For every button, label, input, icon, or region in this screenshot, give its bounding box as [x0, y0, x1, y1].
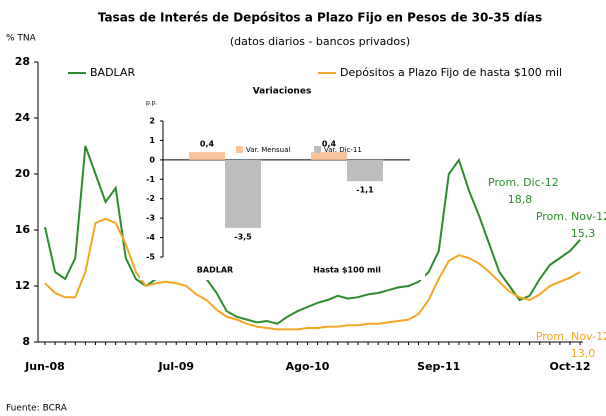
- y-tick-label: 28: [15, 55, 30, 68]
- x-tick-label: Ago-10: [286, 360, 330, 373]
- annotation: Prom. Dic-12: [488, 176, 559, 189]
- inset-bar: [347, 159, 383, 182]
- annotation: 13,0: [571, 347, 596, 360]
- inset-bar: [189, 152, 225, 160]
- y-tick-label: 20: [15, 167, 31, 180]
- inset-y-label: p.p.: [146, 100, 158, 107]
- inset-y-tick-label: -2: [146, 194, 155, 203]
- inset-value-label: -1,1: [356, 186, 374, 195]
- x-tick-label: Oct-12: [549, 360, 590, 373]
- inset-y-tick-label: -5: [146, 253, 155, 262]
- y-tick-label: 12: [15, 279, 30, 292]
- inset-bar: [311, 152, 347, 160]
- chart-title: Tasas de Interés de Depósitos a Plazo Fi…: [98, 11, 542, 25]
- y-axis-label: % TNA: [6, 34, 37, 44]
- annotation: Prom. Nov-12: [536, 210, 606, 223]
- series-line: [44, 217, 581, 331]
- series-line: [44, 145, 581, 325]
- inset-y-tick-label: 1: [149, 136, 155, 145]
- inset-category-label: Hasta $100 mil: [313, 266, 381, 275]
- inset-category-label: BADLAR: [197, 266, 233, 275]
- inset-y-tick-label: -4: [146, 233, 155, 242]
- inset-legend-swatch: [236, 146, 243, 153]
- annotation: Prom. Nov-12: [536, 330, 606, 343]
- chart-subtitle: (datos diarios - bancos privados): [230, 35, 410, 48]
- inset-legend-label: Var. Mensual: [246, 146, 290, 154]
- annotation: 15,3: [571, 227, 596, 240]
- x-tick-label: Jun-08: [24, 360, 65, 373]
- y-tick-label: 16: [15, 223, 31, 236]
- source: Fuente: BCRA: [6, 404, 68, 414]
- x-tick-label: Sep-11: [417, 360, 460, 373]
- inset-title: Variaciones: [253, 87, 312, 97]
- inset-y-tick-label: -1: [146, 175, 155, 184]
- y-tick-label: 24: [15, 111, 31, 124]
- inset-y-tick-label: 0: [149, 155, 155, 164]
- inset-value-label: 0,4: [200, 140, 215, 149]
- inset-y-tick-label: -3: [146, 214, 155, 223]
- inset-legend-label: Var. Dic-11: [324, 146, 362, 154]
- annotation: 18,8: [508, 193, 533, 206]
- inset-value-label: 0,4: [322, 140, 337, 149]
- inset-legend-swatch: [314, 146, 321, 153]
- legend-label: BADLAR: [90, 66, 135, 79]
- legend-label: Depósitos a Plazo Fijo de hasta $100 mil: [340, 66, 562, 79]
- y-tick-label: 8: [22, 335, 30, 348]
- x-tick-label: Jul-09: [157, 360, 194, 373]
- inset-value-label: -3,5: [234, 232, 252, 241]
- inset-y-tick-label: 2: [149, 117, 155, 126]
- inset-bar: [225, 159, 261, 228]
